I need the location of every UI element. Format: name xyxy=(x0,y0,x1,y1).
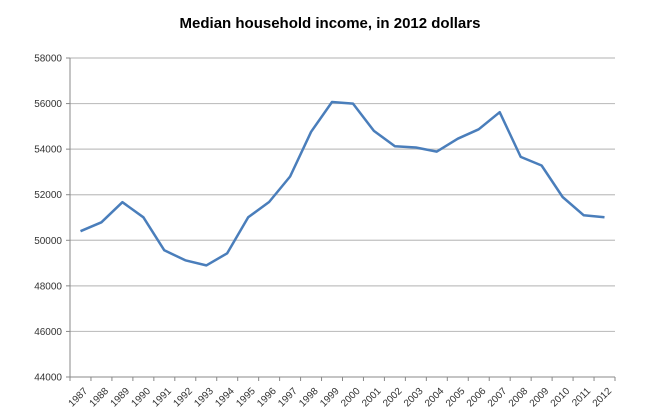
gridlines xyxy=(70,57,615,333)
x-tick-label: 1990 xyxy=(130,386,154,410)
x-axis-labels: 1987198819891990199119921993199419951996… xyxy=(67,386,615,410)
x-tick-label: 1989 xyxy=(109,386,133,410)
x-tick-label: 2009 xyxy=(528,386,552,410)
axes xyxy=(66,57,616,381)
x-tick-label: 2001 xyxy=(360,386,384,410)
x-tick-label: 2002 xyxy=(381,386,405,410)
x-tick-label: 1991 xyxy=(150,386,174,410)
x-tick-label: 2006 xyxy=(465,386,489,410)
x-tick-label: 1997 xyxy=(276,386,300,410)
x-tick-label: 1999 xyxy=(318,386,342,410)
income-line xyxy=(80,100,605,267)
x-tick-label: 1993 xyxy=(192,386,216,410)
x-tick-label: 1992 xyxy=(171,386,195,410)
y-tick-label: 54000 xyxy=(34,145,62,156)
y-tick-label: 50000 xyxy=(34,236,62,247)
x-tick-label: 2007 xyxy=(486,386,510,410)
x-tick-label: 1988 xyxy=(88,386,112,410)
x-tick-label: 1998 xyxy=(297,386,321,410)
x-tick-label: 2000 xyxy=(339,386,363,410)
y-tick-label: 44000 xyxy=(34,373,62,384)
x-tick-label: 1995 xyxy=(234,386,258,410)
chart-title: Median household income, in 2012 dollars xyxy=(179,15,481,32)
y-tick-label: 56000 xyxy=(34,99,62,110)
x-tick-label: 2010 xyxy=(549,386,573,410)
y-tick-label: 58000 xyxy=(34,54,62,65)
y-tick-label: 46000 xyxy=(34,327,62,338)
y-tick-label: 48000 xyxy=(34,281,62,292)
x-tick-label: 2004 xyxy=(423,386,447,410)
x-tick-label: 1996 xyxy=(255,386,279,410)
x-tick-label: 2012 xyxy=(591,386,615,410)
x-tick-label: 1994 xyxy=(213,386,237,410)
y-tick-label: 52000 xyxy=(34,190,62,201)
x-tick-label: 2011 xyxy=(570,386,593,409)
y-axis-labels: 44000 46000 48000 50000 52000 54000 56000 58000 xyxy=(34,54,62,384)
x-tick-label: 1987 xyxy=(67,386,91,410)
x-tick-label: 2005 xyxy=(444,386,468,410)
x-tick-label: 2003 xyxy=(402,386,426,410)
x-tick-label: 2008 xyxy=(507,386,531,410)
